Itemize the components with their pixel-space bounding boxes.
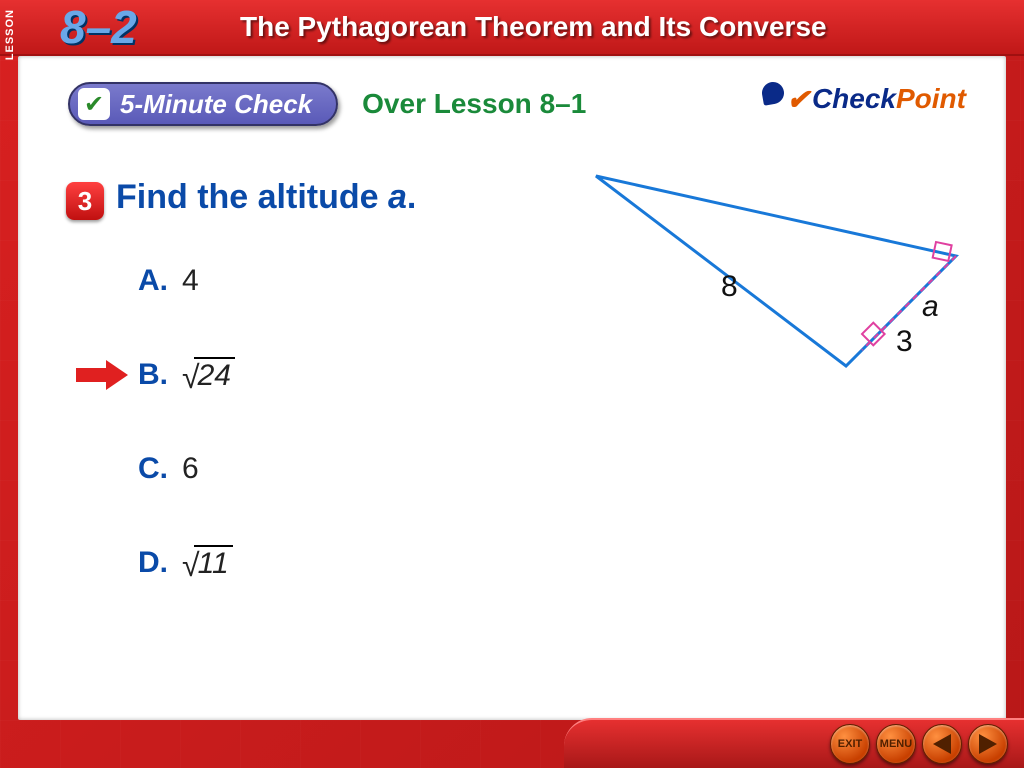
menu-button[interactable]: MENU <box>876 724 916 764</box>
prev-button[interactable] <box>922 724 962 764</box>
five-minute-label: 5-Minute Check <box>120 89 312 120</box>
lesson-number: 8–2 <box>60 0 137 54</box>
nav-bar: EXIT MENU <box>564 718 1024 768</box>
prompt-variable: a <box>388 178 407 216</box>
lesson-title: The Pythagorean Theorem and Its Converse <box>240 11 827 43</box>
choice-letter: B. <box>138 358 182 392</box>
label-altitude: a <box>922 290 939 323</box>
content-area: ✔ 5-Minute Check Over Lesson 8–1 ✔ Check… <box>18 56 1006 720</box>
choice-b[interactable]: B. √24 <box>138 350 235 400</box>
checkpoint-check-glyph: ✔ <box>786 83 809 116</box>
question-prompt: Find the altitude a. <box>116 178 416 217</box>
choice-letter: A. <box>138 264 182 298</box>
exit-label: EXIT <box>838 738 862 750</box>
prompt-prefix: Find the altitude <box>116 178 388 216</box>
lesson-badge: LESSON <box>0 0 60 55</box>
menu-label: MENU <box>880 738 912 750</box>
exit-button[interactable]: EXIT <box>830 724 870 764</box>
choice-d[interactable]: D. √11 <box>138 538 235 588</box>
lesson-label: LESSON <box>4 9 16 60</box>
sqrt-arg: 24 <box>194 357 235 393</box>
choices-list: A. 4 B. √24 C. 6 D. √11 <box>138 256 235 632</box>
label-hypotenuse: 8 <box>721 270 738 303</box>
prompt-suffix: . <box>407 178 416 216</box>
choice-value: √24 <box>182 355 235 396</box>
answer-arrow-icon <box>76 360 128 390</box>
choice-letter: C. <box>138 452 182 486</box>
question-number-badge: 3 <box>66 182 104 220</box>
arrow-left-icon <box>933 734 951 754</box>
right-angle-foot <box>862 323 885 346</box>
check-banner: ✔ 5-Minute Check Over Lesson 8–1 <box>68 82 586 126</box>
triangle-diagram: 8 3 a <box>576 156 976 386</box>
checkpoint-text2: Point <box>896 83 966 115</box>
checkpoint-logo: ✔ CheckPoint <box>762 82 966 116</box>
choice-letter: D. <box>138 546 182 580</box>
header: LESSON 8–2 The Pythagorean Theorem and I… <box>0 0 1024 56</box>
checkmark-icon: ✔ <box>78 88 110 120</box>
choice-value: 4 <box>182 264 199 298</box>
over-lesson-text: Over Lesson 8–1 <box>362 88 586 120</box>
sqrt-arg: 11 <box>194 545 233 581</box>
choice-a[interactable]: A. 4 <box>138 256 235 306</box>
next-button[interactable] <box>968 724 1008 764</box>
choice-value: √11 <box>182 543 233 584</box>
checkpoint-text1: Check <box>812 83 896 115</box>
choice-c[interactable]: C. 6 <box>138 444 235 494</box>
five-minute-lozenge: ✔ 5-Minute Check <box>68 82 338 126</box>
checkpoint-icon <box>761 80 786 105</box>
arrow-right-icon <box>979 734 997 754</box>
choice-value: 6 <box>182 452 199 486</box>
label-bottom: 3 <box>896 325 913 358</box>
